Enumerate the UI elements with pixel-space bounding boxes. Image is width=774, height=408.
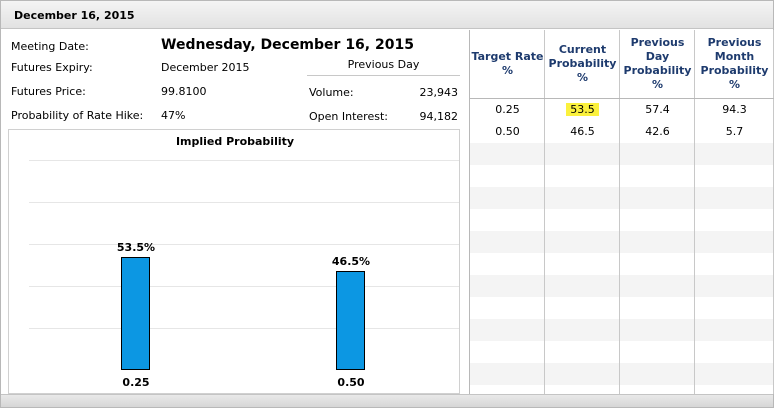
table-column <box>545 30 620 394</box>
chart-data-label: 53.5% <box>116 240 156 254</box>
prob-hike-label: Probability of Rate Hike: <box>11 109 144 122</box>
volume-value: 23,943 <box>419 86 459 99</box>
previous-day-header-text: Previous Day <box>347 58 420 71</box>
previous-day-header: Previous Day <box>307 58 460 76</box>
table-header[interactable]: Previous Day Probability % <box>620 30 695 99</box>
table-row: 0.50 46.5 42.6 5.7 <box>470 121 774 143</box>
table-cell: 42.6 <box>645 125 670 138</box>
table-cell: 0.25 <box>495 103 520 116</box>
prob-hike-value: 47% <box>161 109 186 122</box>
chart-gridline <box>29 244 459 245</box>
meeting-date-value: Wednesday, December 16, 2015 <box>161 37 414 53</box>
chart-bar <box>336 271 365 370</box>
futures-price-value: 99.8100 <box>161 85 207 98</box>
table-empty-row <box>470 319 774 341</box>
chart-gridline <box>29 202 459 203</box>
table-cell: 53.5 <box>545 99 620 121</box>
table-column <box>470 30 545 394</box>
chart-title: Implied Probability <box>175 135 295 148</box>
probability-table: 0.25 53.5 57.4 94.3 0.50 46.5 42.6 5.7 Target Ra… <box>469 30 774 394</box>
chart-gridline <box>29 286 459 287</box>
table-empty-row <box>470 187 774 209</box>
table-empty-row <box>470 231 774 253</box>
volume-label: Volume: <box>309 86 354 99</box>
table-header[interactable]: Current Probability % <box>545 30 620 99</box>
chart-gridline <box>29 328 459 329</box>
chart-category-label: 0.50 <box>337 376 365 389</box>
chart-category-label: 0.25 <box>122 376 150 389</box>
table-empty-row <box>470 363 774 385</box>
table-cell: 57.4 <box>645 103 670 116</box>
table-empty-row <box>470 275 774 297</box>
meeting-info: Meeting Date: Wednesday, December 16, 20… <box>1 30 469 128</box>
table-header[interactable]: Previous Month Probability % <box>695 30 774 99</box>
table-cell: 94.3 <box>722 103 747 116</box>
table-cell: 0.50 <box>495 125 520 138</box>
table-cell: 46.5 <box>570 125 595 138</box>
chart-gridline <box>29 160 459 161</box>
chart-data-label: 46.5% <box>331 255 371 269</box>
implied-probability-chart: Implied Probability 53.5% 0.25 46.5% 0.50 <box>8 129 460 394</box>
futures-expiry-label: Futures Expiry: <box>11 61 93 74</box>
panel-title: December 16, 2015 <box>14 9 135 22</box>
open-interest-value: 94,182 <box>419 110 459 123</box>
table-column <box>620 30 695 394</box>
futures-price-label: Futures Price: <box>11 85 86 98</box>
panel-titlebar: December 16, 2015 <box>1 1 773 29</box>
panel-footer <box>1 394 773 407</box>
futures-expiry-value: December 2015 <box>161 61 250 74</box>
highlighted-probability: 53.5 <box>566 103 599 116</box>
chart-bar <box>121 256 150 370</box>
table-empty-row <box>470 143 774 165</box>
table-row: 0.25 53.5 57.4 94.3 <box>470 99 774 121</box>
table-header[interactable]: Target Rate % <box>470 30 545 99</box>
open-interest-label: Open Interest: <box>309 110 388 123</box>
table-cell: 5.7 <box>725 125 744 138</box>
meeting-date-label: Meeting Date: <box>11 40 89 53</box>
